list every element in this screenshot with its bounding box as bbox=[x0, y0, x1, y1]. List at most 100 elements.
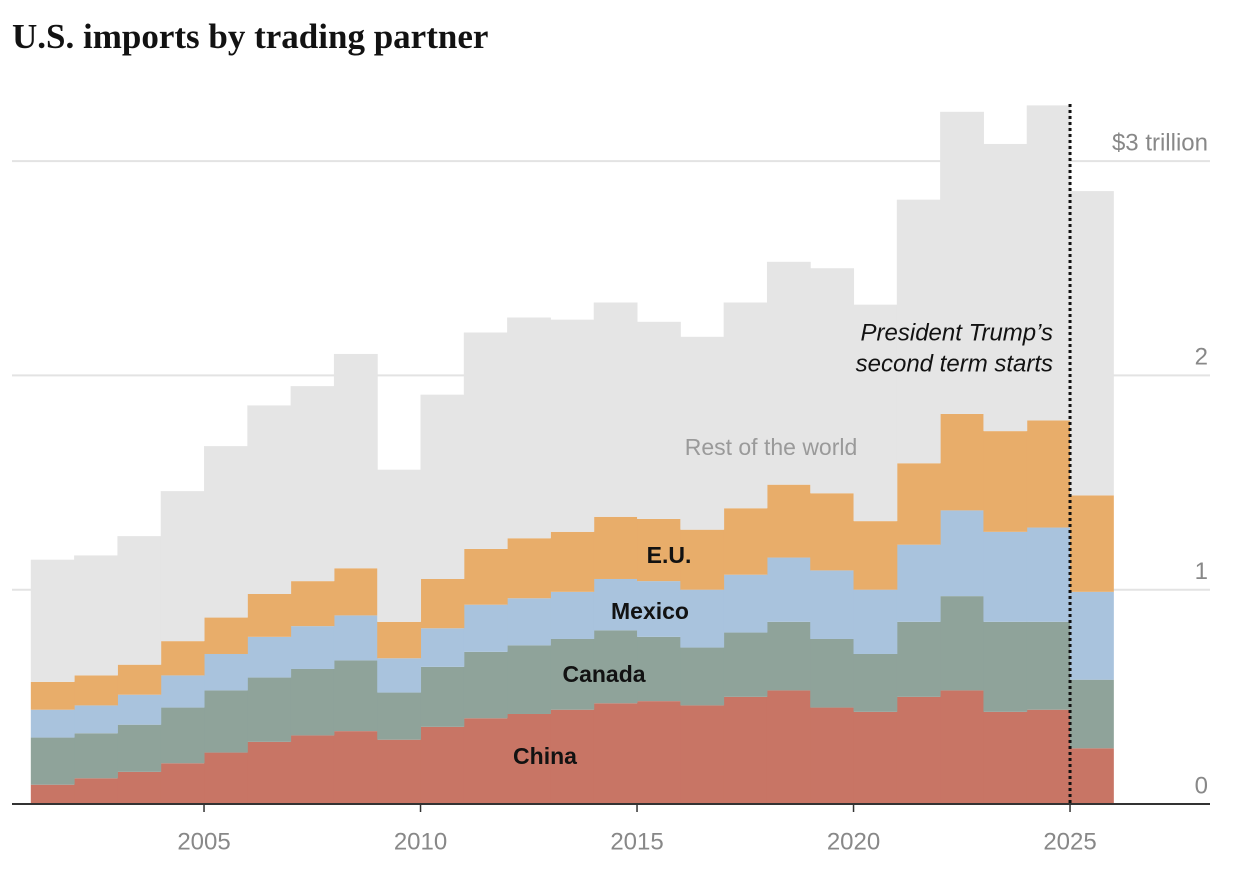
area-step bbox=[550, 531, 595, 592]
area-step bbox=[247, 593, 292, 637]
area-step bbox=[74, 555, 118, 676]
area-step bbox=[896, 199, 941, 464]
area-step bbox=[1070, 495, 1114, 592]
area-step bbox=[333, 731, 378, 804]
area-step bbox=[983, 143, 1028, 432]
area-step bbox=[1026, 709, 1071, 804]
area-step bbox=[766, 557, 811, 622]
area-step bbox=[637, 518, 681, 582]
x-tick-label: 2025 bbox=[1043, 828, 1096, 855]
area-step bbox=[637, 636, 681, 702]
area-step bbox=[593, 302, 638, 517]
area-step bbox=[593, 516, 638, 579]
area-step bbox=[333, 353, 378, 569]
y-tick-label: 2 bbox=[1195, 344, 1208, 371]
area-step bbox=[1026, 105, 1071, 421]
area-step bbox=[74, 675, 118, 706]
area-step bbox=[940, 596, 984, 691]
area-step bbox=[983, 621, 1028, 712]
area-step bbox=[160, 763, 205, 804]
area-step bbox=[377, 621, 422, 659]
area-step bbox=[160, 675, 205, 708]
area-step bbox=[1070, 191, 1114, 496]
area-step bbox=[1026, 621, 1071, 710]
area-step bbox=[723, 302, 768, 509]
area-step bbox=[247, 677, 292, 742]
area-step bbox=[507, 598, 551, 646]
area-step bbox=[30, 784, 75, 804]
area-step bbox=[853, 711, 898, 804]
area-step bbox=[204, 446, 248, 618]
area-step bbox=[160, 491, 205, 642]
area-step bbox=[507, 645, 551, 714]
area-step bbox=[766, 261, 811, 485]
x-tick-label: 2020 bbox=[827, 828, 880, 855]
chart-title: U.S. imports by trading partner bbox=[12, 17, 488, 56]
x-tick-label: 2015 bbox=[610, 828, 663, 855]
area-step bbox=[30, 709, 75, 738]
area-step bbox=[74, 733, 118, 779]
area-step bbox=[117, 694, 162, 725]
area-step bbox=[593, 703, 638, 804]
series-label: Mexico bbox=[611, 598, 689, 624]
annotation-text: President Trump’s bbox=[861, 319, 1054, 346]
area-step bbox=[204, 690, 248, 753]
area-step bbox=[550, 591, 595, 639]
area-step bbox=[463, 718, 508, 804]
area-step bbox=[680, 589, 725, 648]
area-step bbox=[117, 771, 162, 804]
area-step bbox=[940, 111, 984, 414]
area-step bbox=[507, 317, 551, 539]
area-step bbox=[1070, 591, 1114, 680]
area-step bbox=[420, 666, 465, 727]
area-step bbox=[896, 544, 941, 622]
annotation-text: second term starts bbox=[856, 350, 1053, 377]
area-step bbox=[247, 741, 292, 804]
area-step bbox=[940, 510, 984, 597]
x-tick-label: 2005 bbox=[177, 828, 230, 855]
area-step bbox=[463, 604, 508, 652]
area-step bbox=[463, 651, 508, 719]
area-step bbox=[290, 668, 335, 736]
area-step bbox=[550, 709, 595, 804]
series-label: E.U. bbox=[647, 542, 692, 568]
area-step bbox=[1026, 527, 1071, 622]
area-step bbox=[766, 690, 811, 804]
area-step bbox=[810, 707, 855, 804]
area-step bbox=[723, 508, 768, 575]
area-step bbox=[983, 531, 1028, 622]
area-step bbox=[853, 304, 898, 522]
area-step bbox=[30, 559, 75, 682]
area-step bbox=[810, 638, 855, 708]
area-step bbox=[377, 658, 422, 693]
series-label: China bbox=[513, 743, 577, 769]
area-step bbox=[593, 630, 638, 704]
area-step bbox=[766, 621, 811, 691]
area-step bbox=[680, 336, 725, 530]
area-step bbox=[593, 578, 638, 631]
area-step bbox=[377, 739, 422, 804]
area-step bbox=[723, 632, 768, 697]
area-step bbox=[290, 386, 335, 582]
area-step bbox=[1070, 679, 1114, 749]
area-step bbox=[1070, 748, 1114, 804]
area-step bbox=[983, 431, 1028, 532]
series-label: Rest of the world bbox=[685, 434, 858, 460]
area-step bbox=[1026, 420, 1071, 528]
area-step bbox=[377, 469, 422, 622]
area-step bbox=[117, 664, 162, 695]
area-step bbox=[550, 319, 595, 532]
area-step bbox=[333, 568, 378, 616]
area-step bbox=[290, 626, 335, 669]
area-step bbox=[637, 581, 681, 637]
area-step bbox=[810, 570, 855, 639]
area-step bbox=[204, 752, 248, 804]
area-step bbox=[896, 463, 941, 545]
area-step bbox=[680, 705, 725, 804]
series-label: Canada bbox=[562, 661, 645, 687]
area-step bbox=[507, 713, 551, 804]
area-step bbox=[810, 268, 855, 494]
area-step bbox=[723, 574, 768, 633]
